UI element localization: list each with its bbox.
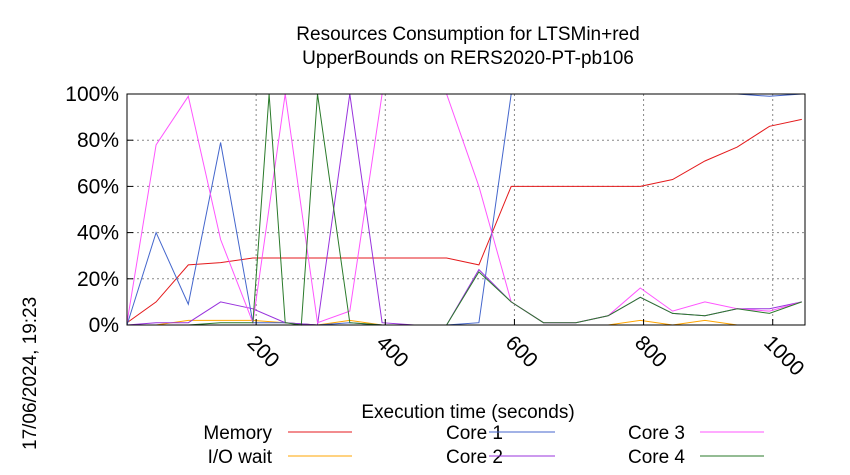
legend-label-i-o-wait: I/O wait xyxy=(208,447,273,468)
x-tick-label: 400 xyxy=(372,331,413,372)
y-tick-label: 20% xyxy=(77,268,119,291)
series-line-core-3 xyxy=(126,93,802,325)
y-tick-label: 80% xyxy=(77,129,119,152)
series-line-core-4 xyxy=(127,93,802,326)
x-tick-label: 600 xyxy=(501,331,542,372)
y-tick-label: 60% xyxy=(77,175,119,198)
y-tick-label: 0% xyxy=(89,314,119,337)
y-tick-label: 40% xyxy=(77,222,119,245)
legend: Memory I/O wait Core 1 Core 2 Core 3 Core 4 xyxy=(203,423,764,468)
series-line-memory xyxy=(126,118,802,324)
x-axis-label: Execution time (seconds) xyxy=(361,402,574,423)
legend-label-core-4: Core 4 xyxy=(628,447,685,468)
chart-title-line-2: UpperBounds on RERS2020-PT-pb106 xyxy=(302,48,634,69)
x-tick-label: 800 xyxy=(630,331,671,372)
legend-label-memory: Memory xyxy=(203,423,272,444)
legend-label-core-2: Core 2 xyxy=(446,447,503,468)
y-axis-ticks: 0% 20% 40% 60% 80% 100% xyxy=(65,83,133,337)
x-tick-label: 1000 xyxy=(759,331,808,380)
series-lines xyxy=(126,93,802,326)
y-tick-label: 100% xyxy=(65,83,119,106)
grid-lines xyxy=(127,94,805,325)
legend-label-core-1: Core 1 xyxy=(446,423,503,444)
chart-title-line-1: Resources Consumption for LTSMin+red xyxy=(296,24,639,45)
x-axis-ticks: 200 400 600 800 1000 xyxy=(243,319,808,381)
plot-frame xyxy=(126,93,806,326)
timestamp: 17/06/2024, 19:23 xyxy=(20,297,41,450)
x-tick-label: 200 xyxy=(243,331,284,372)
series-line-core-2 xyxy=(126,93,802,326)
legend-label-core-3: Core 3 xyxy=(628,423,685,444)
series-line-core-1 xyxy=(126,93,802,326)
